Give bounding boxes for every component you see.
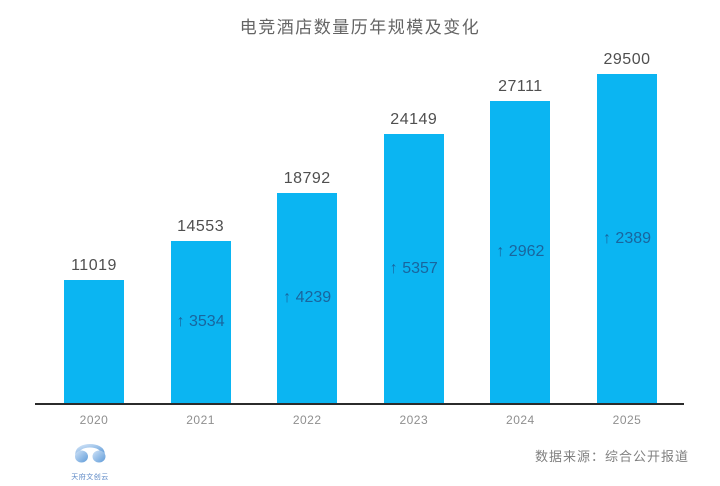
bar-delta-label: ↑ 3534 xyxy=(176,313,225,330)
x-tick-label: 2025 xyxy=(612,413,642,427)
data-source-label: 数据来源：综合公开报道 xyxy=(534,449,689,464)
bar-value-label: 24149 xyxy=(390,111,438,128)
bar-2025 xyxy=(597,74,657,403)
bar-2021 xyxy=(170,241,231,403)
bar-value-label: 18792 xyxy=(283,170,331,187)
x-tick-label: 2021 xyxy=(186,413,215,427)
bar-2024 xyxy=(490,101,551,403)
logo-text: 天府文创云 xyxy=(71,474,109,481)
bar-value-label: 14553 xyxy=(177,218,225,235)
plot-area: 11019 2020 14553 ↑ 3534 2021 18792 ↑ 4239 2022 2… xyxy=(35,50,684,427)
x-tick-label: 2023 xyxy=(399,413,429,427)
x-tick-label: 2020 xyxy=(79,413,109,427)
bar-2022 xyxy=(277,193,338,403)
bar-value-label: 29500 xyxy=(603,51,651,68)
bar-delta-label: ↑ 2389 xyxy=(602,229,652,247)
headphones-icon xyxy=(75,444,106,463)
bar-value-label: 27111 xyxy=(498,78,543,95)
bar-delta-label: ↑ 4239 xyxy=(283,289,332,306)
bar-delta-label: ↑ 2962 xyxy=(496,243,545,260)
x-tick-label: 2024 xyxy=(506,413,535,427)
chart-title: 电竞酒店数量历年规模及变化 xyxy=(239,18,481,37)
bar-delta-label: ↑ 5357 xyxy=(389,259,438,277)
x-tick-label: 2022 xyxy=(292,413,322,427)
bar-value-label: 11019 xyxy=(71,257,117,274)
logo: 天府文创云 xyxy=(66,438,114,482)
bar-2020 xyxy=(64,280,124,403)
bar-2023 xyxy=(383,134,444,403)
